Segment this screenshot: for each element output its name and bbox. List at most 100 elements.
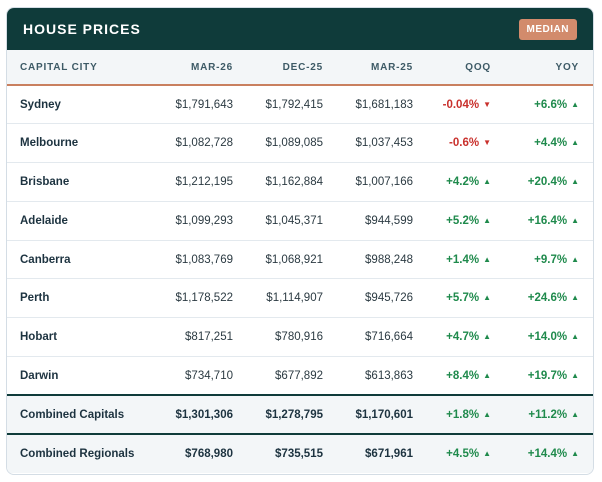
- table-row: Perth $1,178,522 $1,114,907 $945,726 +5.7% ▲ +…: [7, 278, 593, 319]
- qoq-value: +1.8%: [446, 408, 480, 421]
- price-mar-26-cell: $1,791,643: [157, 85, 247, 125]
- table-row: Darwin $734,710 $677,892 $613,863 +8.4% ▲ +19.…: [7, 356, 593, 396]
- triangle-down-icon: ▼: [483, 99, 491, 109]
- yoy-value: +11.2%: [528, 408, 568, 421]
- yoy-value: +4.4%: [534, 137, 568, 150]
- price-dec-25-cell: $1,089,085: [247, 123, 337, 164]
- qoq-value: -0.6%: [449, 137, 480, 150]
- price-mar-26-cell: $734,710: [157, 356, 247, 396]
- yoy-change-cell: +9.7% ▲: [505, 240, 593, 280]
- qoq-value: -0.04%: [442, 98, 480, 111]
- yoy-change-cell: +6.6% ▲: [505, 85, 593, 125]
- city-cell: Combined Capitals: [7, 394, 157, 435]
- triangle-up-icon: ▲: [483, 293, 491, 303]
- city-cell: Sydney: [7, 85, 157, 125]
- triangle-up-icon: ▲: [483, 409, 491, 419]
- yoy-change-cell: +19.7% ▲: [505, 356, 593, 396]
- price-mar-26-cell: $1,082,728: [157, 123, 247, 164]
- city-cell: Adelaide: [7, 201, 157, 241]
- triangle-down-icon: ▼: [483, 138, 491, 148]
- yoy-change-cell: +20.4% ▲: [505, 162, 593, 202]
- table-row: Brisbane $1,212,195 $1,162,884 $1,007,166 +4…: [7, 162, 593, 202]
- triangle-up-icon: ▲: [571, 99, 579, 109]
- price-mar-25-cell: $945,726: [337, 278, 427, 319]
- price-mar-25-cell: $613,863: [337, 356, 427, 396]
- qoq-change-cell: +4.7% ▲: [427, 317, 505, 358]
- column-header-yoy: YOY: [505, 50, 593, 86]
- price-mar-26-cell: $768,980: [157, 433, 247, 473]
- yoy-change-cell: +4.4% ▲: [505, 123, 593, 164]
- price-dec-25-cell: $1,278,795: [247, 394, 337, 435]
- yoy-change-cell: +14.0% ▲: [505, 317, 593, 358]
- price-dec-25-cell: $735,515: [247, 433, 337, 473]
- qoq-change-cell: -0.04% ▼: [427, 85, 505, 125]
- yoy-change-cell: +24.6% ▲: [505, 278, 593, 319]
- price-dec-25-cell: $1,162,884: [247, 162, 337, 202]
- table-body: Sydney $1,791,643 $1,792,415 $1,681,183 -0.0…: [7, 85, 593, 473]
- triangle-up-icon: ▲: [571, 138, 579, 148]
- table-row: Canberra $1,083,769 $1,068,921 $988,248 +1.4…: [7, 240, 593, 280]
- median-badge: MEDIAN: [518, 18, 577, 40]
- yoy-value: +9.7%: [534, 253, 568, 266]
- price-dec-25-cell: $1,114,907: [247, 278, 337, 319]
- yoy-change-cell: +14.4% ▲: [505, 433, 593, 473]
- column-header-dec-25: DEC-25: [247, 50, 337, 86]
- price-dec-25-cell: $1,045,371: [247, 201, 337, 241]
- price-mar-25-cell: $1,037,453: [337, 123, 427, 164]
- qoq-change-cell: +1.4% ▲: [427, 240, 505, 280]
- summary-row: Combined Regionals $768,980 $735,515 $671,9…: [7, 433, 593, 473]
- summary-row: Combined Capitals $1,301,306 $1,278,795 $1,…: [7, 394, 593, 435]
- triangle-up-icon: ▲: [483, 332, 491, 342]
- city-cell: Melbourne: [7, 123, 157, 164]
- card-title: HOUSE PRICES: [23, 21, 141, 37]
- city-cell: Perth: [7, 278, 157, 319]
- column-header-mar-25: MAR-25: [337, 50, 427, 86]
- price-mar-26-cell: $1,178,522: [157, 278, 247, 319]
- price-dec-25-cell: $677,892: [247, 356, 337, 396]
- yoy-change-cell: +11.2% ▲: [505, 394, 593, 435]
- triangle-up-icon: ▲: [571, 449, 579, 459]
- price-mar-25-cell: $944,599: [337, 201, 427, 241]
- city-cell: Canberra: [7, 240, 157, 280]
- column-header-qoq: QOQ: [427, 50, 505, 86]
- qoq-value: +4.7%: [446, 331, 480, 344]
- qoq-change-cell: +4.5% ▲: [427, 433, 505, 473]
- qoq-value: +1.4%: [446, 253, 480, 266]
- price-mar-26-cell: $1,301,306: [157, 394, 247, 435]
- price-mar-25-cell: $1,681,183: [337, 85, 427, 125]
- house-prices-card: HOUSE PRICES MEDIAN CAPITAL CITY MAR-26 …: [6, 7, 594, 475]
- triangle-up-icon: ▲: [483, 176, 491, 186]
- qoq-change-cell: +5.7% ▲: [427, 278, 505, 319]
- triangle-up-icon: ▲: [571, 254, 579, 264]
- price-mar-26-cell: $1,083,769: [157, 240, 247, 280]
- yoy-change-cell: +16.4% ▲: [505, 201, 593, 241]
- qoq-value: +5.2%: [446, 214, 480, 227]
- triangle-up-icon: ▲: [571, 215, 579, 225]
- price-mar-25-cell: $671,961: [337, 433, 427, 473]
- price-dec-25-cell: $1,792,415: [247, 85, 337, 125]
- table-row: Sydney $1,791,643 $1,792,415 $1,681,183 -0.0…: [7, 85, 593, 125]
- triangle-up-icon: ▲: [571, 409, 579, 419]
- qoq-change-cell: +5.2% ▲: [427, 201, 505, 241]
- price-dec-25-cell: $780,916: [247, 317, 337, 358]
- triangle-up-icon: ▲: [571, 293, 579, 303]
- qoq-change-cell: -0.6% ▼: [427, 123, 505, 164]
- qoq-value: +8.4%: [446, 369, 480, 382]
- triangle-up-icon: ▲: [483, 449, 491, 459]
- price-mar-26-cell: $817,251: [157, 317, 247, 358]
- yoy-value: +14.0%: [527, 331, 568, 344]
- card-header: HOUSE PRICES MEDIAN: [7, 8, 593, 50]
- yoy-value: +24.6%: [527, 292, 568, 305]
- price-mar-25-cell: $988,248: [337, 240, 427, 280]
- price-dec-25-cell: $1,068,921: [247, 240, 337, 280]
- qoq-change-cell: +4.2% ▲: [427, 162, 505, 202]
- yoy-value: +14.4%: [527, 448, 568, 461]
- qoq-change-cell: +1.8% ▲: [427, 394, 505, 435]
- price-mar-26-cell: $1,212,195: [157, 162, 247, 202]
- table-header-row: CAPITAL CITY MAR-26 DEC-25 MAR-25 QOQ YO…: [7, 50, 593, 86]
- column-header-mar-26: MAR-26: [157, 50, 247, 86]
- price-mar-25-cell: $1,007,166: [337, 162, 427, 202]
- triangle-up-icon: ▲: [483, 370, 491, 380]
- yoy-value: +16.4%: [527, 214, 568, 227]
- city-cell: Darwin: [7, 356, 157, 396]
